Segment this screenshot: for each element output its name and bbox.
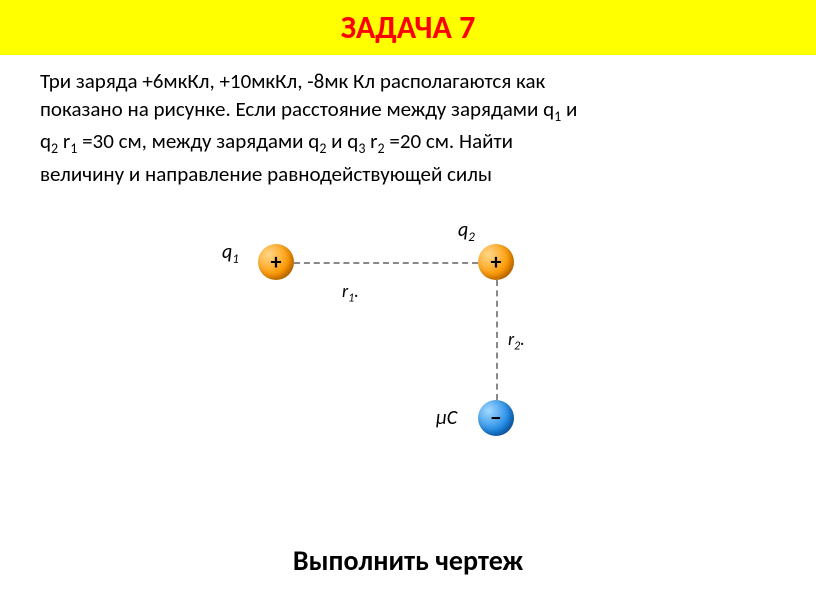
problem-line2-p1: показано на рисунке. Если расстояние меж… — [40, 96, 554, 122]
problem-line4: величину и направление равнодействующей … — [40, 161, 492, 187]
problem-line3-p3: =30 см, между зарядами q — [77, 128, 319, 154]
line-r2 — [496, 280, 498, 400]
r1-label: r1. — [342, 280, 359, 306]
problem-line1: Три заряда +6мкКл, +10мкКл, -8мк Кл расп… — [40, 68, 545, 94]
q1-sign: + — [271, 248, 282, 275]
page-title: ЗАДАЧА 7 — [341, 8, 476, 47]
q1-label-sub: 1 — [232, 252, 239, 267]
charge-q2: + — [478, 244, 514, 280]
problem-line3-p1: q — [40, 128, 51, 154]
problem-statement: Три заряда +6мкКл, +10мкКл, -8мк Кл расп… — [0, 55, 816, 188]
q2-label-text: q — [458, 218, 468, 242]
r2-label: r2. — [508, 328, 525, 354]
line-r1 — [294, 262, 478, 264]
q3-label-text: μC — [436, 406, 457, 430]
q1-label-text: q — [222, 240, 232, 264]
title-bar: ЗАДАЧА 7 — [0, 0, 816, 55]
charge-q3: − — [478, 400, 514, 436]
q3-label: μC — [436, 406, 457, 430]
problem-line3-p4: и q — [326, 128, 358, 154]
r1-comma: . — [354, 280, 359, 302]
q2-sign: + — [491, 248, 502, 275]
problem-line3-s5: 2 — [378, 141, 385, 158]
q2-label: q2 — [458, 218, 475, 245]
footer-instruction: Выполнить чертеж — [0, 543, 816, 578]
r2-comma: . — [520, 328, 525, 350]
problem-line3-p5: r — [365, 128, 377, 154]
q2-label-sub: 2 — [468, 230, 475, 245]
charge-q1: + — [258, 244, 294, 280]
problem-line3-p6: =20 см. Найти — [385, 128, 513, 154]
q3-sign: − — [491, 404, 502, 431]
problem-line3-p2: r — [58, 128, 70, 154]
problem-line2-p2: и — [561, 96, 577, 122]
physics-diagram: q1 + q2 + μC − r1. r2. — [0, 208, 816, 488]
q1-label: q1 — [222, 240, 239, 267]
